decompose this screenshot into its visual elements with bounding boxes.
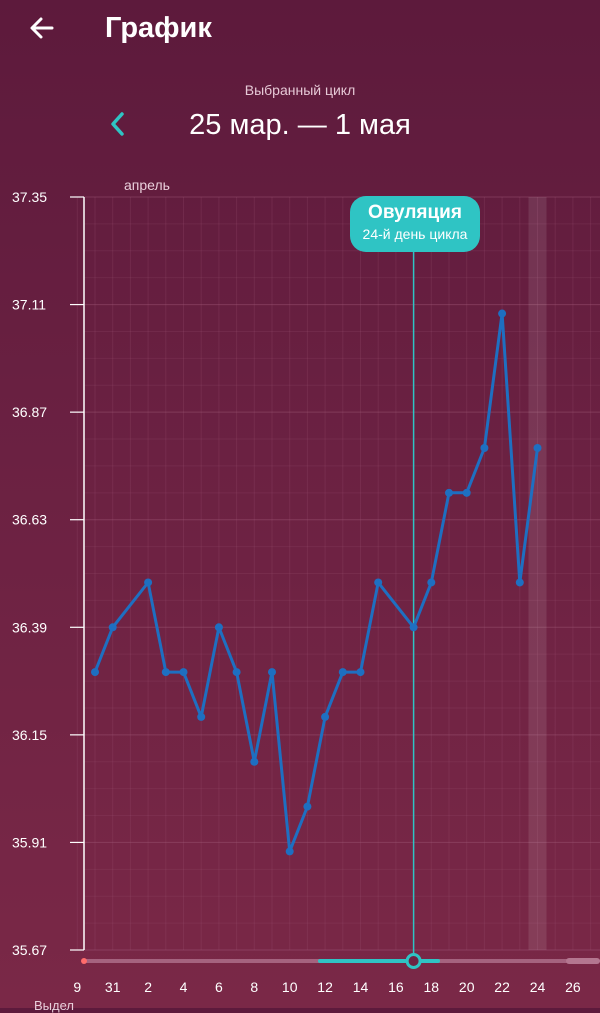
data-point[interactable] xyxy=(108,623,117,632)
data-point[interactable] xyxy=(144,578,153,587)
top-bar: График xyxy=(0,0,600,60)
y-tick-label: 37.11 xyxy=(12,297,46,313)
cycle-caption: Выбранный цикл xyxy=(244,82,356,98)
x-tick-label: 10 xyxy=(282,979,298,995)
y-tick-label: 37.35 xyxy=(12,189,47,205)
previous-cycle-button[interactable] xyxy=(100,106,136,142)
cycle-range: 25 мар. — 1 мая xyxy=(189,109,411,141)
range-track-active[interactable] xyxy=(318,959,440,963)
x-tick-label: 24 xyxy=(530,979,546,995)
y-tick-label: 36.63 xyxy=(12,512,47,528)
data-point[interactable] xyxy=(321,712,330,721)
discharge-label: Выдел xyxy=(34,998,74,1013)
x-axis-ticks: 9 31 2 4 6 8 10 12 14 16 18 20 22 24 26 xyxy=(73,979,580,995)
data-point[interactable] xyxy=(214,623,223,632)
y-tick-label: 36.39 xyxy=(12,619,47,635)
data-point[interactable] xyxy=(515,578,524,587)
x-tick-label: 26 xyxy=(565,979,581,995)
range-handle[interactable] xyxy=(405,953,422,969)
data-point[interactable] xyxy=(303,802,312,811)
y-tick-label: 35.91 xyxy=(12,834,47,850)
data-point[interactable] xyxy=(480,444,489,452)
x-tick-label: 20 xyxy=(459,979,475,995)
data-point[interactable] xyxy=(268,668,276,677)
page-title: График xyxy=(105,12,212,44)
data-point[interactable] xyxy=(232,668,241,677)
current-day-highlight xyxy=(528,197,547,950)
data-point[interactable] xyxy=(197,712,206,721)
data-point[interactable] xyxy=(498,309,507,318)
data-point[interactable] xyxy=(338,668,347,677)
x-tick-label: 2 xyxy=(144,979,152,995)
ovulation-title: Овуляция xyxy=(368,202,462,223)
x-tick-label: 22 xyxy=(494,979,510,995)
y-axis-ticks: 37.35 37.11 36.87 36.63 36.39 36.15 35.91 35.67 xyxy=(12,189,84,958)
x-tick-label: 6 xyxy=(215,979,223,995)
data-point[interactable] xyxy=(462,488,471,497)
data-point[interactable] xyxy=(533,444,542,452)
x-tick-label: 31 xyxy=(105,979,121,995)
range-track-end xyxy=(566,958,600,964)
y-tick-label: 36.15 xyxy=(12,727,47,743)
range-start-marker xyxy=(81,958,87,964)
temperature-points xyxy=(91,309,542,856)
x-tick-label: 12 xyxy=(317,979,333,995)
arrow-left-icon xyxy=(30,17,54,39)
temperature-line xyxy=(93,312,539,853)
x-tick-label: 8 xyxy=(250,979,258,995)
x-tick-label: 18 xyxy=(424,979,440,995)
data-point[interactable] xyxy=(179,668,188,677)
data-point[interactable] xyxy=(161,668,170,677)
x-tick-label: 16 xyxy=(388,979,404,995)
data-point[interactable] xyxy=(250,757,259,766)
data-point[interactable] xyxy=(374,578,383,587)
chevron-left-icon xyxy=(111,112,124,136)
data-point[interactable] xyxy=(91,668,99,677)
x-tick-label: 9 xyxy=(73,979,81,995)
month-label: апрель xyxy=(124,177,170,193)
ovulation-tooltip[interactable]: Овуляция 24-й день цикла xyxy=(350,196,480,252)
ovulation-subtitle: 24-й день цикла xyxy=(362,226,468,242)
back-button[interactable] xyxy=(22,8,62,48)
data-point[interactable] xyxy=(409,623,418,632)
data-point[interactable] xyxy=(356,668,365,677)
y-tick-label: 36.87 xyxy=(12,404,47,420)
x-tick-label: 14 xyxy=(353,979,369,995)
y-tick-label: 35.67 xyxy=(12,942,47,958)
chart-grid xyxy=(76,196,600,951)
x-tick-label: 4 xyxy=(180,979,188,995)
data-point[interactable] xyxy=(445,488,453,497)
data-point[interactable] xyxy=(427,578,436,587)
data-point[interactable] xyxy=(285,847,294,856)
